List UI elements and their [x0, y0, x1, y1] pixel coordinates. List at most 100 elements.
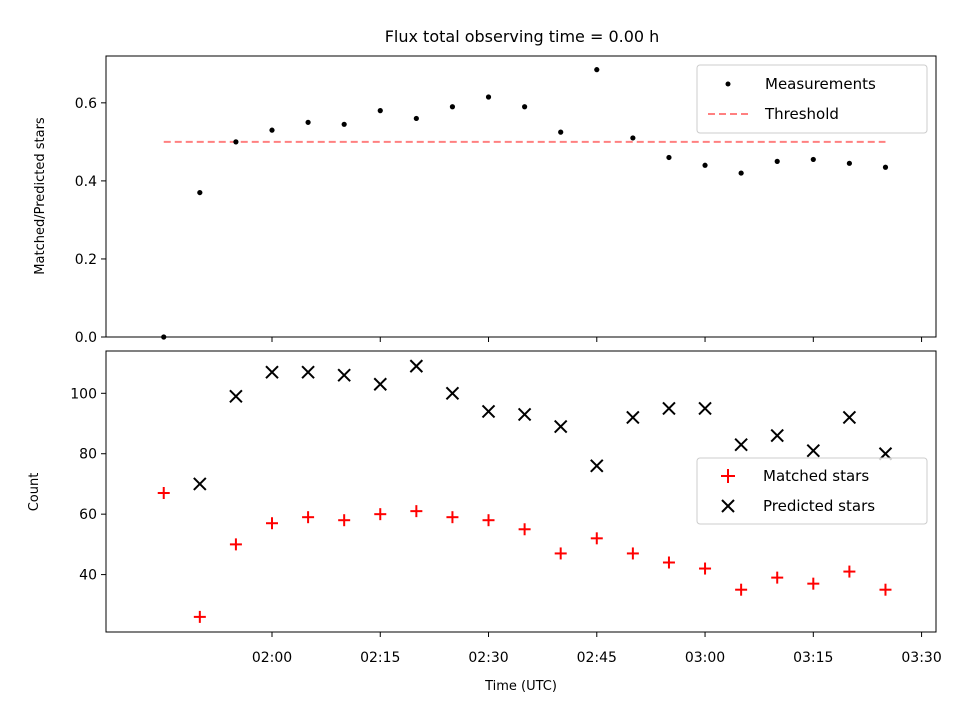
top-y-tick-label: 0.6 [75, 96, 97, 112]
top-x-ticks [271, 337, 923, 342]
predicted-star-point [590, 459, 604, 473]
bottom-y-axis-label: Count [27, 473, 42, 512]
measurement-point [666, 154, 672, 161]
matched-star-point [302, 511, 315, 524]
predicted-star-point [373, 377, 387, 391]
matched-star-point [518, 523, 531, 536]
measurement-point [702, 162, 708, 168]
bottom-x-tick-label: 02:30 [468, 650, 508, 666]
matched-star-point [626, 547, 639, 560]
legend-threshold-label: Threshold [764, 105, 839, 123]
matched-star-point [446, 511, 459, 524]
matched-star-point [699, 562, 712, 575]
matched-star-point [807, 577, 820, 590]
top-plot-frame [105, 55, 937, 338]
matched-star-point [338, 514, 351, 527]
bottom-x-ticks: 02:00 02:15 02:30 02:45 03:00 03:15 03:30 [252, 632, 942, 666]
measurement-point [413, 115, 419, 122]
legend-matched-label: Matched stars [763, 467, 869, 485]
predicted-star-point [481, 404, 496, 419]
matched-star-point [193, 610, 206, 623]
matched-star-point [229, 538, 242, 551]
legend-predicted-marker [721, 499, 735, 513]
measurement-point [738, 170, 744, 176]
measurement-point [305, 119, 311, 125]
legend-measurements-label: Measurements [765, 75, 876, 93]
measurement-point [341, 121, 347, 127]
top-panel: 0.0 0.2 0.4 0.6 Matched/Predicted stars Mea… [33, 55, 937, 346]
matched-star-point [879, 583, 892, 596]
top-y-tick-label: 0.0 [75, 330, 97, 346]
predicted-star-point [553, 419, 568, 434]
top-y-tick-label: 0.4 [75, 174, 97, 190]
predicted-star-point [626, 410, 640, 425]
predicted-star-point [698, 401, 712, 416]
measurement-point [846, 160, 852, 166]
top-legend-box [696, 64, 928, 134]
measurement-point [449, 104, 456, 110]
bottom-x-tick-label: 03:00 [685, 650, 725, 666]
top-legend: Measurements Threshold [696, 64, 928, 134]
bottom-legend: Matched stars Predicted stars [696, 457, 928, 525]
matched-star-point [374, 508, 387, 521]
top-y-axis-label: Matched/Predicted stars [33, 117, 48, 275]
predicted-star-point [734, 437, 748, 452]
measurement-point [269, 127, 275, 133]
matched-star-point [590, 532, 603, 545]
bottom-x-tick-label: 03:15 [793, 650, 833, 666]
bottom-y-tick-label: 40 [79, 568, 97, 584]
measurement-point [558, 129, 564, 135]
predicted-star-point [662, 401, 676, 416]
x-axis-label: Time (UTC) [484, 679, 557, 694]
bottom-panel: 40 60 80 100 02:00 02:15 02:30 02:45 03:00 03:15… [27, 350, 942, 694]
top-y-ticks: 0.0 0.2 0.4 0.6 [75, 96, 106, 346]
predicted-star-point [409, 359, 424, 373]
matched-star-point [554, 547, 567, 560]
bottom-marks [157, 359, 893, 623]
matched-star-point [482, 514, 495, 527]
predicted-star-point [265, 365, 279, 379]
measurement-point [594, 67, 600, 73]
matched-star-point [843, 565, 856, 578]
legend-measurements-marker [725, 81, 731, 87]
bottom-legend-box [696, 457, 928, 525]
bottom-x-tick-label: 02:00 [252, 650, 292, 666]
predicted-star-point [517, 407, 532, 422]
bottom-x-tick-label: 03:30 [901, 650, 941, 666]
predicted-star-point [229, 389, 243, 404]
measurement-point [630, 135, 636, 141]
top-marks [161, 67, 889, 340]
matched-star-point [735, 583, 748, 596]
matched-star-point [662, 556, 675, 569]
predicted-star-point [770, 428, 784, 443]
legend-matched-marker [721, 469, 735, 483]
bottom-y-tick-label: 100 [70, 386, 97, 402]
measurement-point [882, 164, 889, 170]
predicted-star-point [806, 444, 821, 458]
bottom-y-tick-label: 80 [79, 447, 97, 463]
matched-star-point [771, 571, 784, 584]
measurement-point [810, 156, 816, 163]
matched-star-point [410, 505, 423, 518]
predicted-star-point [337, 368, 351, 382]
predicted-star-point [193, 477, 207, 491]
measurement-point [233, 139, 239, 145]
bottom-x-tick-label: 02:45 [577, 650, 617, 666]
matched-star-point [266, 517, 278, 530]
measurement-point [774, 158, 780, 164]
measurement-point [197, 189, 203, 196]
measurement-point [377, 108, 383, 114]
bottom-plot-frame [105, 350, 937, 633]
predicted-star-point [445, 386, 460, 401]
bottom-y-ticks: 40 60 80 100 [70, 386, 106, 584]
matched-star-point [157, 487, 170, 500]
predicted-star-point [842, 410, 857, 425]
top-y-tick-label: 0.2 [75, 252, 97, 268]
measurement-point [522, 104, 528, 110]
measurement-point [485, 94, 492, 100]
predicted-star-point [301, 365, 315, 379]
chart-title: Flux total observing time = 0.00 h [385, 27, 660, 46]
bottom-y-tick-label: 60 [79, 507, 97, 523]
